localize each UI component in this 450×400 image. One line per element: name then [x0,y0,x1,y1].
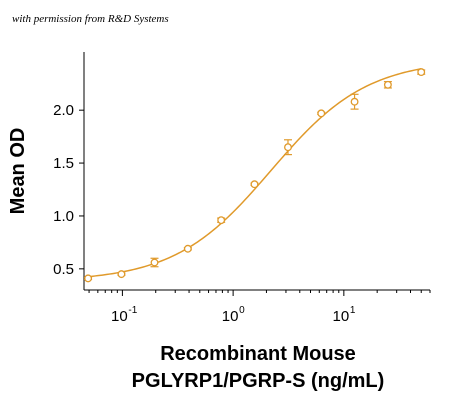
data-point [383,80,392,89]
data-point-marker [350,97,359,106]
data-point [150,257,159,268]
y-axis-title: Mean OD [7,128,29,215]
permission-caption: with permission from R&D Systems [12,13,169,25]
data-point [250,180,259,189]
data-point [117,270,126,279]
data-point-marker [150,258,159,267]
data-points [84,68,426,283]
data-point [417,68,426,77]
x-tick-exponent: 0 [239,305,245,316]
y-tick-label: 1.0 [53,208,74,225]
data-point [283,139,292,156]
y-tick-label: 2.0 [53,102,74,119]
y-tick-label: 0.5 [53,261,74,278]
data-point-marker [383,80,392,89]
data-point [350,93,359,110]
data-point [317,109,326,118]
data-point-marker [250,180,259,189]
data-point [84,274,93,283]
x-axis-title-line2: PGLYRP1/PGRP-S (ng/mL) [132,370,385,392]
x-tick-label: 10 [222,308,239,325]
fit-curve [88,68,422,278]
data-point-marker [84,274,93,283]
x-axis-ticks: 10 -1 10 0 10 1 [88,290,431,325]
data-point-marker [284,143,292,152]
x-tick-label: 10 [332,308,349,325]
data-point-marker [417,68,426,77]
x-tick-exponent: 1 [350,305,356,316]
x-axis-title-line1: Recombinant Mouse [160,343,356,365]
x-tick-exponent: -1 [128,305,137,316]
data-point-marker [117,270,126,279]
data-point-marker [317,109,326,118]
data-point-marker [183,244,192,253]
data-point [217,216,226,225]
data-point [183,244,192,253]
y-axis-ticks: 0.5 1.0 1.5 2.0 [53,102,84,278]
x-tick-label: 10 [111,308,128,325]
y-tick-label: 1.5 [53,155,74,172]
data-point-marker [217,216,226,225]
